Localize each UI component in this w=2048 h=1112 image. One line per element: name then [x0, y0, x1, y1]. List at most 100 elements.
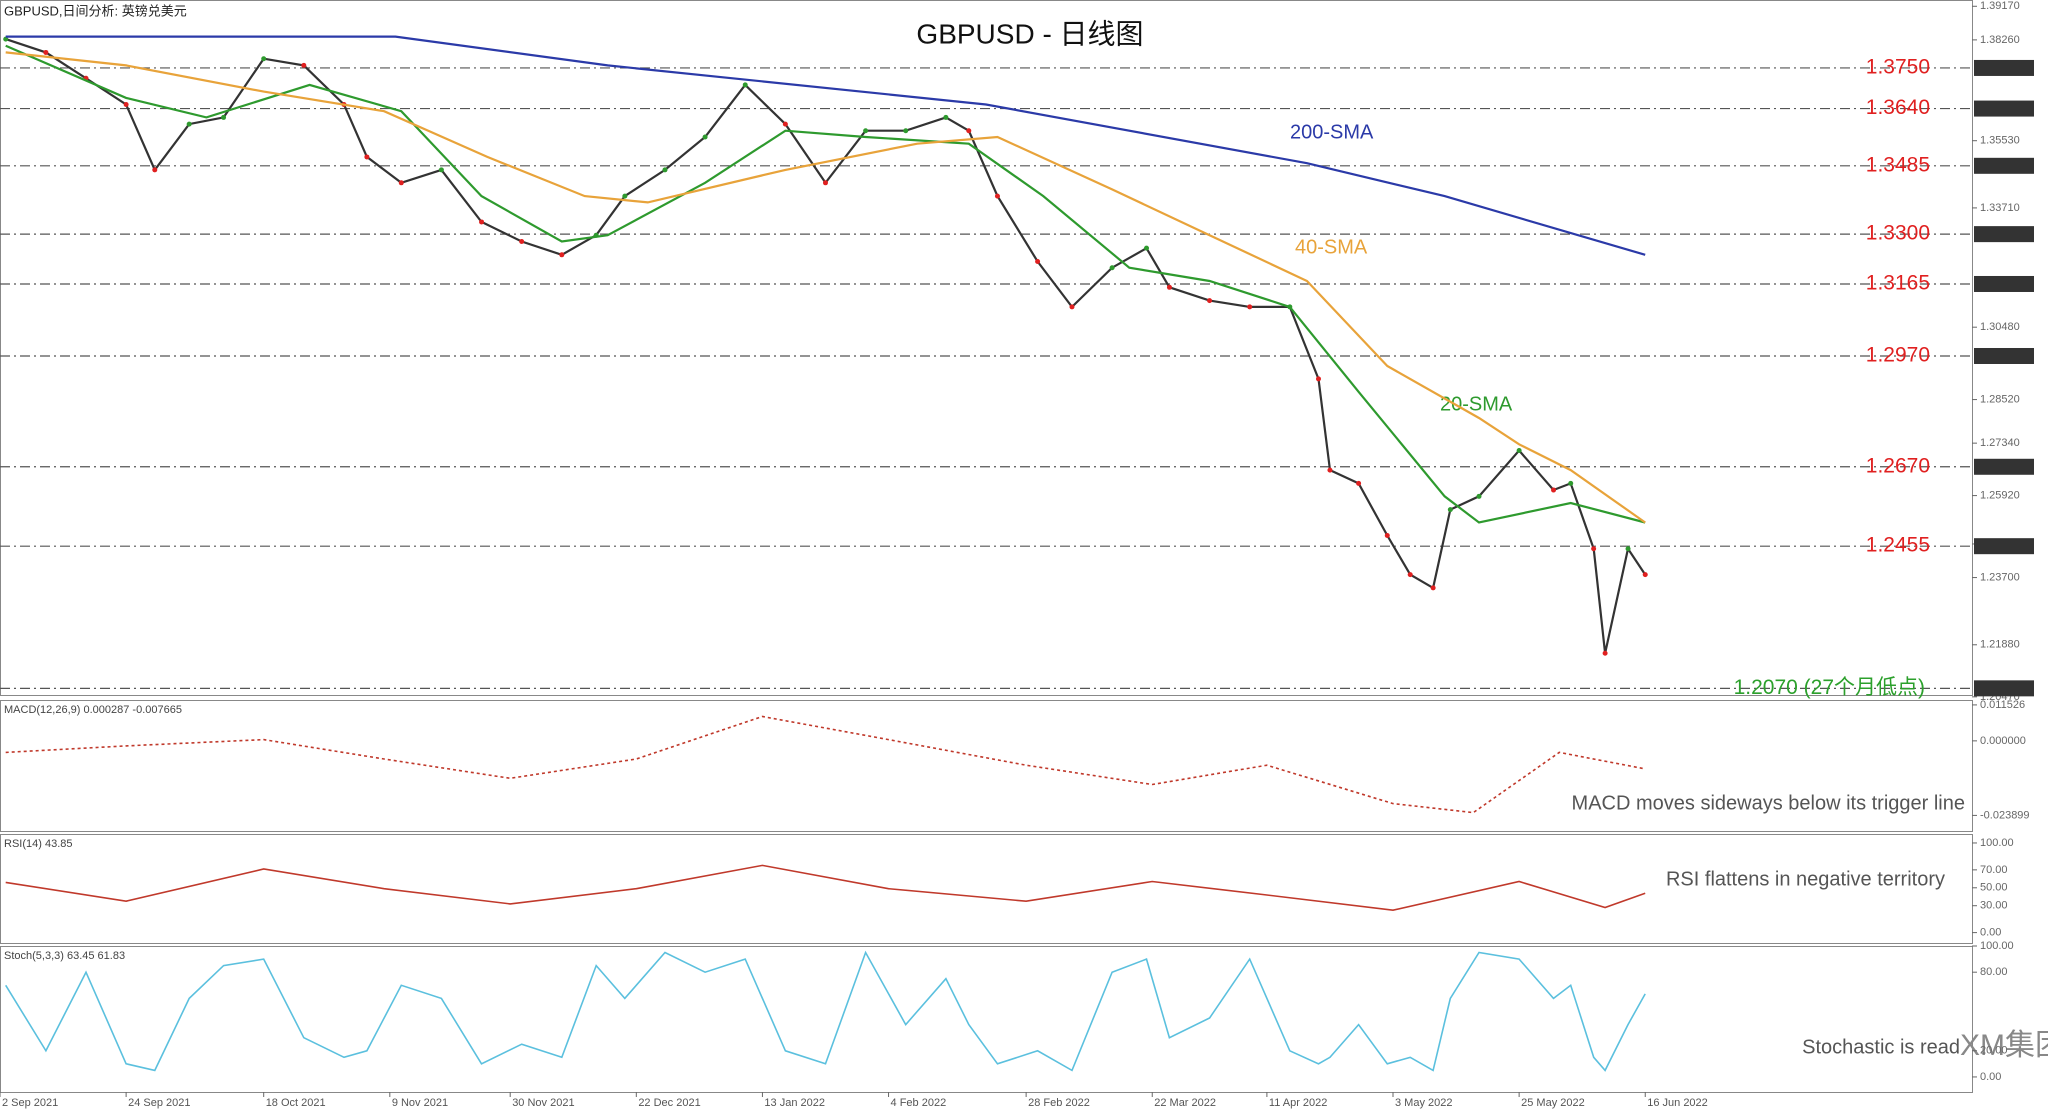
panel-title: Stoch(5,3,3) 63.45 61.83	[4, 950, 125, 962]
y-tick-label: 1.39170	[1980, 0, 2020, 12]
close-point	[519, 239, 525, 245]
y-tick-label: 1.28520	[1980, 393, 2020, 405]
close-point	[1591, 546, 1597, 552]
x-tick-label: 11 Apr 2022	[1269, 1097, 1328, 1109]
panel-frame	[0, 834, 1973, 944]
close-point	[622, 193, 628, 199]
close-point	[1407, 572, 1413, 578]
close-point	[863, 128, 869, 134]
chart-subtitle: GBPUSD,日间分析: 英镑兑美元	[4, 3, 187, 18]
close-point	[994, 193, 1000, 199]
level-label: 1.3300	[1866, 222, 1930, 245]
x-tick-label: 9 Nov 2021	[392, 1097, 448, 1109]
x-tick-label: 24 Sep 2021	[128, 1097, 190, 1109]
close-point	[1327, 467, 1333, 473]
close-point	[186, 121, 192, 127]
close-point	[1247, 304, 1253, 310]
y-tick-label: 100.00	[1980, 940, 2014, 952]
y-tick-label: 0.00	[1980, 927, 2001, 939]
level-label: 1.3750	[1866, 55, 1930, 78]
close-point	[261, 56, 267, 62]
y-tick-label: 1.33710	[1980, 202, 2020, 214]
y-tick-label: 1.30480	[1980, 321, 2020, 333]
series-line	[5, 950, 1646, 1072]
series-line	[5, 864, 1646, 912]
y-tick-label: 100.00	[1980, 837, 2014, 849]
close-point	[702, 134, 708, 140]
close-point	[1430, 585, 1436, 591]
close-point	[966, 128, 972, 134]
panel-frame	[0, 0, 1973, 696]
y-tick-label: 70.00	[1980, 864, 2008, 876]
close-point	[742, 82, 748, 88]
x-tick-label: 2 Sep 2021	[2, 1097, 58, 1109]
sma-line	[5, 35, 1646, 256]
close-point	[1516, 448, 1522, 454]
close-point	[1602, 650, 1608, 656]
y-tick-label: 1.21880	[1980, 639, 2020, 651]
close-point	[1207, 298, 1213, 304]
x-tick-label: 22 Dec 2021	[638, 1097, 700, 1109]
close-point	[1447, 507, 1453, 513]
close-point	[43, 49, 49, 55]
panel-frame	[0, 946, 1973, 1093]
close-point	[1356, 480, 1362, 486]
x-tick-label: 30 Nov 2021	[512, 1097, 574, 1109]
close-point	[1551, 487, 1557, 493]
x-tick-label: 25 May 2022	[1521, 1097, 1585, 1109]
sma-line	[5, 44, 1646, 524]
close-point	[1166, 284, 1172, 290]
panel-title: MACD(12,26,9) 0.000287 -0.007665	[4, 704, 182, 716]
y-tick-label: 1.38260	[1980, 34, 2020, 46]
y-tick-label: 0.00	[1980, 1071, 2001, 1083]
level-axis-box	[1974, 275, 2034, 292]
level-axis-box	[1974, 680, 2034, 697]
series-label: 20-SMA	[1440, 393, 1513, 415]
y-tick-label: 1.25920	[1980, 489, 2020, 501]
annotation: MACD moves sideways below its trigger li…	[1572, 792, 1965, 814]
x-tick-label: 22 Mar 2022	[1154, 1097, 1216, 1109]
y-tick-label: 1.27340	[1980, 437, 2020, 449]
x-tick-label: 13 Jan 2022	[764, 1097, 825, 1109]
close-point	[479, 219, 485, 225]
close-point	[1476, 493, 1482, 499]
x-tick-label: 18 Oct 2021	[266, 1097, 326, 1109]
close-point	[1315, 376, 1321, 382]
level-axis-box	[1974, 458, 2034, 475]
close-point	[1625, 546, 1631, 552]
series-label: 40-SMA	[1295, 236, 1368, 258]
y-tick-label: 0.011526	[1980, 699, 2025, 711]
panel-frame	[0, 700, 1973, 832]
close-point	[943, 114, 949, 120]
close-point	[221, 114, 227, 120]
chart-title: GBPUSD - 日线图	[916, 18, 1143, 49]
annotation: Stochastic is read	[1802, 1036, 1960, 1058]
y-tick-label: 0.000000	[1980, 735, 2026, 747]
close-point	[1144, 245, 1150, 251]
close-point	[782, 121, 788, 127]
close-point	[364, 154, 370, 160]
close-point	[3, 36, 9, 42]
close-point	[903, 128, 909, 134]
level-label: 1.3640	[1866, 96, 1930, 119]
close-point	[1035, 258, 1041, 264]
x-tick-label: 3 May 2022	[1395, 1097, 1452, 1109]
y-tick-label: 1.23700	[1980, 571, 2020, 583]
x-tick-label: 16 Jun 2022	[1647, 1097, 1708, 1109]
close-point	[398, 180, 404, 186]
close-point	[1109, 265, 1115, 271]
close-point	[152, 167, 158, 173]
series-line	[5, 715, 1646, 814]
panel-title: RSI(14) 43.85	[4, 838, 72, 850]
close-point	[1384, 532, 1390, 538]
level-label: 1.2455	[1866, 534, 1930, 557]
y-tick-label: 50.00	[1980, 882, 2008, 894]
y-tick-label: -0.023899	[1980, 809, 2030, 821]
y-tick-label: 80.00	[1980, 966, 2008, 978]
level-axis-box	[1974, 100, 2034, 117]
series-label: 200-SMA	[1290, 121, 1374, 143]
close-point	[559, 252, 565, 258]
x-tick-label: 28 Feb 2022	[1028, 1097, 1090, 1109]
y-tick-label: 30.00	[1980, 900, 2008, 912]
